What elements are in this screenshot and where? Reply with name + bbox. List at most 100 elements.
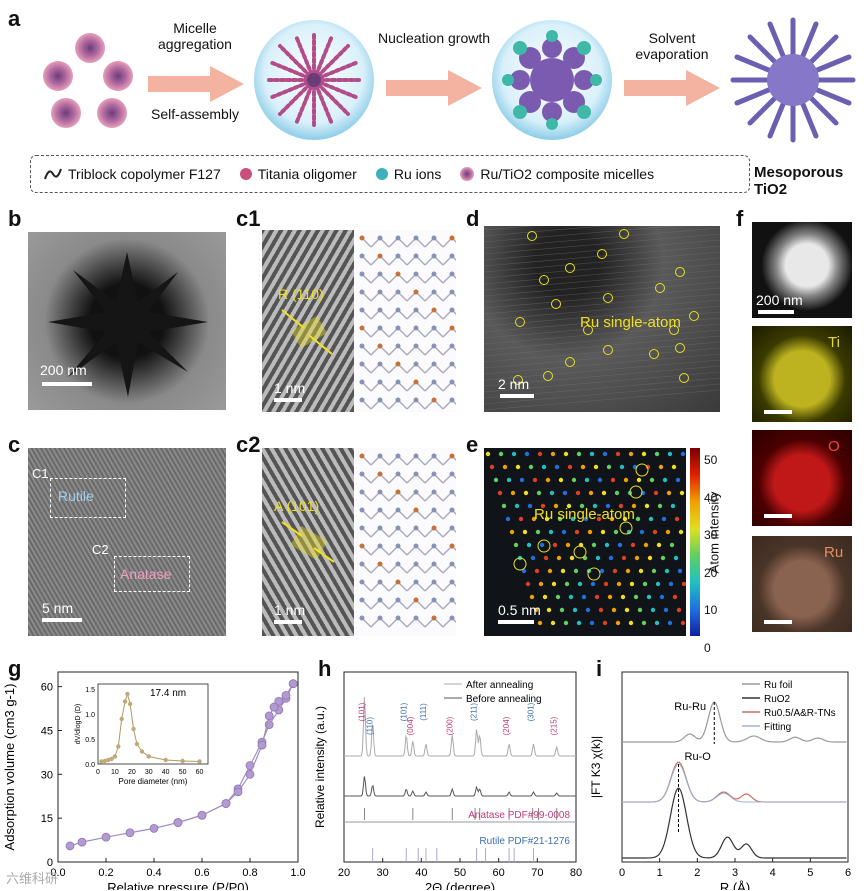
atom-column bbox=[540, 503, 546, 509]
atom bbox=[431, 271, 437, 277]
atom-column bbox=[535, 529, 541, 535]
ru-atom-marker bbox=[675, 267, 685, 277]
atom-column bbox=[560, 568, 566, 574]
atom bbox=[431, 397, 437, 403]
atom bbox=[413, 525, 419, 531]
data-point bbox=[257, 740, 267, 750]
inset-x-label: Pore diameter (nm) bbox=[119, 777, 188, 786]
atom bbox=[413, 307, 419, 313]
panel-label-e: e bbox=[466, 432, 479, 457]
ru-foil-line bbox=[622, 701, 847, 743]
ru-atom-marker bbox=[583, 325, 593, 335]
atom-column bbox=[599, 568, 605, 574]
atom-column bbox=[548, 529, 554, 535]
atom bbox=[377, 561, 383, 567]
atom-column bbox=[622, 516, 628, 522]
atom-column bbox=[538, 581, 544, 587]
atom-column bbox=[654, 620, 660, 626]
atom-column bbox=[597, 477, 603, 483]
scale-f: 200 nm bbox=[756, 292, 803, 308]
inset-point bbox=[119, 716, 124, 722]
atom bbox=[431, 453, 437, 459]
atom-column bbox=[532, 477, 538, 483]
atom-column bbox=[571, 477, 577, 483]
scale-e: 0.5 nm bbox=[498, 602, 541, 618]
atom bbox=[413, 543, 419, 549]
atom-column bbox=[588, 490, 594, 496]
y-axis-label: |FT K3 χ(k)| bbox=[589, 736, 603, 798]
eds-map-ru: Ru bbox=[752, 536, 852, 632]
colorbar-ticks: 50 40 30 20 10 0 bbox=[704, 453, 718, 655]
data-point bbox=[233, 787, 243, 797]
atom bbox=[359, 397, 365, 403]
annotation-d: Ru single-atom bbox=[580, 314, 681, 331]
atom-column bbox=[620, 594, 626, 600]
atom bbox=[431, 343, 437, 349]
before-annealing-line bbox=[344, 776, 576, 797]
atom-column bbox=[638, 568, 644, 574]
inset-point bbox=[146, 754, 151, 759]
atom-column bbox=[581, 594, 587, 600]
watermark: 六维科研 bbox=[6, 871, 59, 886]
atom-column bbox=[515, 464, 521, 470]
inset-y-tick-label: 0.5 bbox=[85, 737, 95, 744]
atom bbox=[431, 307, 437, 313]
peak-label: (101) bbox=[399, 702, 408, 721]
atom bbox=[431, 543, 437, 549]
atom bbox=[431, 597, 437, 603]
panel-label-i: i bbox=[596, 656, 603, 681]
atom-column bbox=[580, 464, 586, 470]
atom-column bbox=[550, 451, 556, 457]
atom bbox=[377, 379, 383, 385]
atom-column bbox=[594, 594, 600, 600]
panel-label-d: d bbox=[466, 206, 480, 231]
inset-x-tick-label: 0 bbox=[96, 769, 100, 776]
atom-column bbox=[624, 607, 630, 613]
step1-top-text: Micelle aggregation bbox=[158, 20, 232, 52]
atom-column bbox=[657, 503, 663, 509]
data-point bbox=[149, 823, 159, 833]
atom-column bbox=[563, 620, 569, 626]
atom-column bbox=[676, 607, 682, 613]
atom-column bbox=[636, 477, 642, 483]
atom-column-map bbox=[485, 451, 686, 626]
data-point bbox=[288, 679, 298, 689]
atom bbox=[359, 489, 365, 495]
atom bbox=[395, 343, 401, 349]
atom-column bbox=[564, 581, 570, 587]
atom-column bbox=[565, 542, 571, 548]
atom bbox=[431, 379, 437, 385]
atom-column bbox=[528, 464, 534, 470]
ru-atom-marker bbox=[679, 373, 689, 383]
plane-c2-label: A (101) bbox=[274, 498, 320, 514]
atom-column bbox=[550, 620, 556, 626]
atom bbox=[395, 253, 401, 259]
x-tick-label: 0.4 bbox=[146, 867, 161, 879]
atom-column bbox=[656, 542, 662, 548]
plane-c1-label: R (110) bbox=[278, 286, 324, 302]
atom-column bbox=[673, 555, 679, 561]
data-point bbox=[77, 837, 87, 847]
eds-map-ti: Ti bbox=[752, 326, 852, 422]
ru-atom-marker bbox=[603, 293, 613, 303]
annotation-e: Ru single-atom bbox=[534, 506, 635, 523]
panel-label-c1: c1 bbox=[236, 206, 261, 231]
atom-column bbox=[618, 503, 624, 509]
atom-column bbox=[680, 451, 686, 457]
atom-column bbox=[502, 464, 508, 470]
x-tick-label: 70 bbox=[531, 867, 543, 879]
x-tick-label: 20 bbox=[338, 867, 350, 879]
atom bbox=[449, 325, 455, 331]
inset-x-tick-label: 10 bbox=[111, 769, 119, 776]
atom bbox=[413, 489, 419, 495]
atom bbox=[413, 271, 419, 277]
atom-column bbox=[576, 451, 582, 457]
atom-column bbox=[536, 490, 542, 496]
atom-column bbox=[524, 451, 530, 457]
ru-atom-marker bbox=[689, 311, 699, 321]
region-c2-label: C2 bbox=[92, 542, 109, 557]
ru-atom-marker bbox=[629, 485, 643, 499]
atom bbox=[431, 289, 437, 295]
x-tick-label: 0 bbox=[619, 867, 625, 879]
inset-y-tick-label: 1.5 bbox=[85, 687, 95, 694]
